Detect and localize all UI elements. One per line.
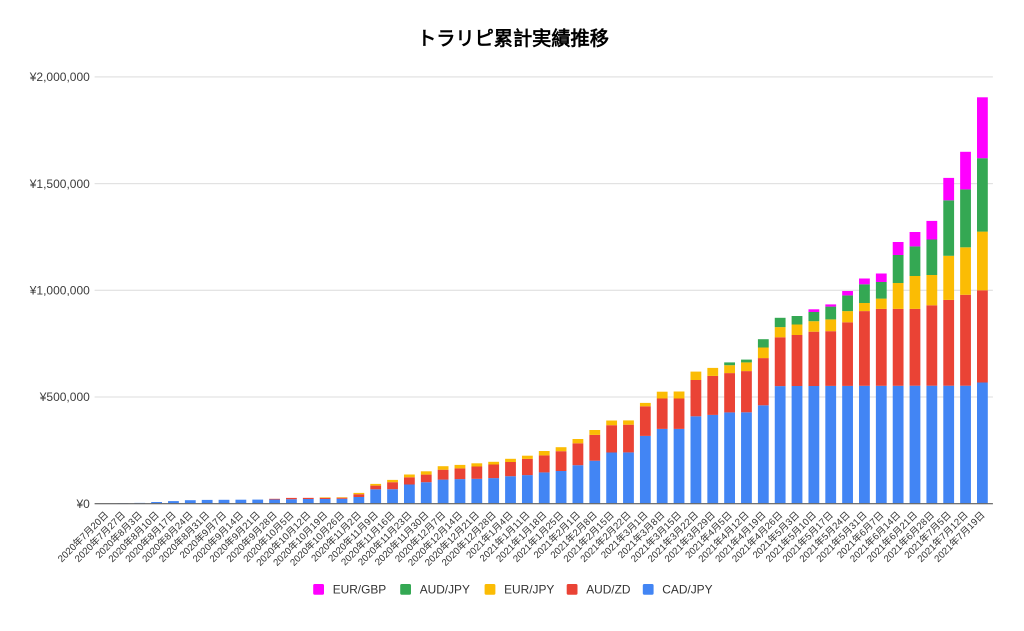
svg-text:トラリピ累計実績推移: トラリピ累計実績推移 xyxy=(417,27,609,50)
svg-text:¥2,000,000: ¥2,000,000 xyxy=(29,70,90,84)
svg-text:¥1,000,000: ¥1,000,000 xyxy=(29,284,90,298)
svg-text:AUD/JPY: AUD/JPY xyxy=(420,582,470,596)
svg-text:¥0: ¥0 xyxy=(75,497,90,511)
svg-text:EUR/JPY: EUR/JPY xyxy=(504,582,554,596)
svg-text:EUR/GBP: EUR/GBP xyxy=(333,582,387,596)
svg-text:¥1,500,000: ¥1,500,000 xyxy=(29,177,90,191)
svg-text:¥500,000: ¥500,000 xyxy=(39,390,90,404)
svg-text:AUD/ZD: AUD/ZD xyxy=(586,582,631,596)
svg-text:CAD/JPY: CAD/JPY xyxy=(662,582,712,596)
